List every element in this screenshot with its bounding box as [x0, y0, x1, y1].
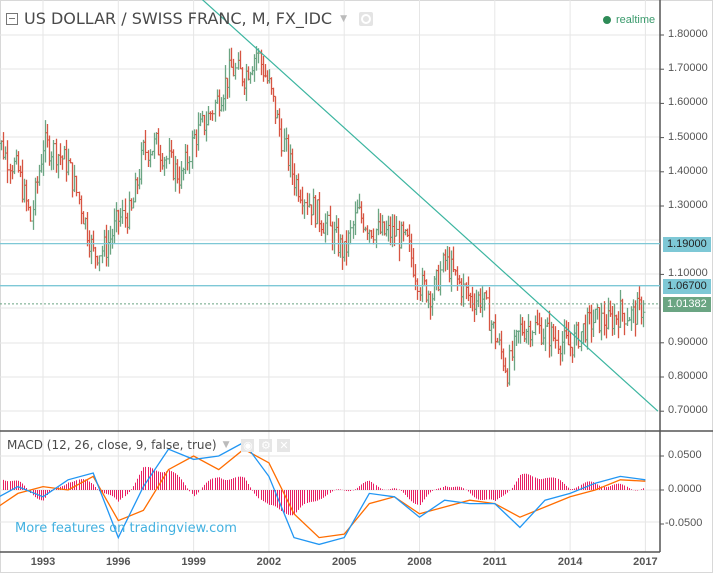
macd-tick: 0.0500 — [668, 449, 702, 461]
watermark-link[interactable]: More features on tradingview.com — [15, 521, 237, 536]
time-tick: 1993 — [30, 556, 56, 568]
price-tick: 0.80000 — [668, 370, 708, 382]
last-price-tag: 1.01382 — [663, 296, 711, 312]
price-tick: 0.70000 — [668, 404, 708, 417]
time-tick: 2005 — [331, 556, 357, 568]
price-tick: 1.30000 — [668, 199, 708, 211]
realtime-label: realtime — [616, 14, 656, 26]
time-tick: 2011 — [482, 556, 507, 568]
symbol-title[interactable]: US DOLLAR / SWISS FRANC, M, FX_IDC — [24, 9, 333, 28]
realtime-status: realtime — [603, 14, 655, 26]
macd-tick: -0.0500 — [665, 517, 703, 529]
caret-down-icon[interactable]: ▼ — [222, 440, 230, 450]
time-tick: 2002 — [256, 556, 282, 568]
price-tick: 1.80000 — [668, 28, 708, 40]
hline-price-tag-upper: 1.19000 — [663, 236, 711, 252]
price-tick: 1.10000 — [668, 267, 708, 280]
caret-down-icon[interactable]: ▼ — [340, 13, 347, 24]
price-tick: 0.90000 — [668, 335, 708, 348]
time-tick: 2014 — [557, 556, 583, 568]
close-icon[interactable]: ✕ — [277, 438, 291, 452]
time-tick: 1999 — [181, 556, 206, 568]
realtime-dot-icon — [603, 16, 611, 24]
macd-tick: 0.0000 — [668, 483, 702, 495]
hline-price-tag-lower: 1.06700 — [663, 278, 711, 294]
time-tick: 2008 — [407, 556, 432, 568]
macd-title[interactable]: MACD (12, 26, close, 9, false, true) — [7, 438, 217, 452]
symbol-header: US DOLLAR / SWISS FRANC, M, FX_IDC ▼ — [6, 9, 373, 28]
price-tick: 1.50000 — [668, 130, 708, 143]
collapse-icon[interactable] — [6, 12, 18, 25]
eye-icon[interactable]: ◉ — [241, 438, 255, 452]
price-tick: 1.60000 — [668, 96, 708, 109]
macd-header: MACD (12, 26, close, 9, false, true) ▼ ◉… — [7, 438, 291, 452]
time-tick: 2017 — [633, 556, 658, 568]
eye-icon[interactable] — [358, 11, 373, 26]
price-tick: 1.40000 — [668, 164, 708, 177]
time-tick: 1996 — [106, 556, 131, 568]
price-tick: 1.70000 — [668, 62, 708, 75]
settings-icon[interactable]: ⚙ — [259, 438, 273, 452]
